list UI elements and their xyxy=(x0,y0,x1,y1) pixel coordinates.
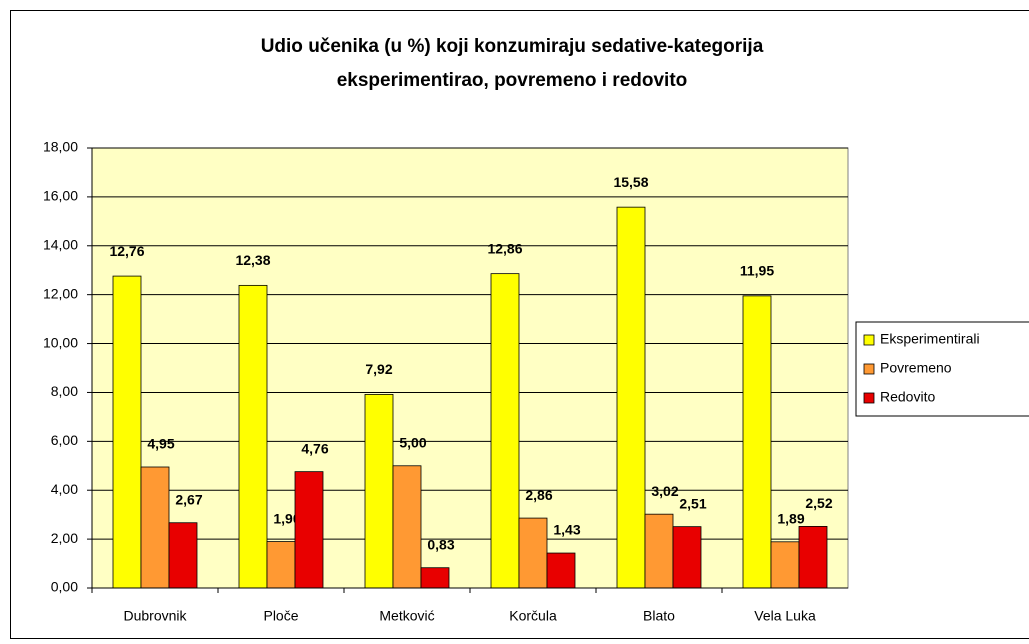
bar xyxy=(770,541,800,589)
bar xyxy=(364,393,394,589)
x-tick-label: Metković xyxy=(379,608,434,624)
bar xyxy=(672,526,702,589)
y-tick-label: 16,00 xyxy=(43,188,78,204)
x-tick-label: Ploče xyxy=(263,608,298,624)
value-label: 12,86 xyxy=(487,240,522,256)
value-label: 5,00 xyxy=(399,434,426,450)
bar xyxy=(518,517,548,589)
legend-label: Eksperimentirali xyxy=(880,331,980,347)
value-label: 2,52 xyxy=(805,495,832,511)
bar xyxy=(798,526,828,589)
bar xyxy=(392,465,422,589)
chart-title: Udio učenika (u %) koji konzumiraju seda… xyxy=(261,36,764,57)
legend-label: Povremeno xyxy=(880,360,952,376)
y-tick-label: 10,00 xyxy=(43,334,78,350)
value-label: 4,95 xyxy=(147,436,174,452)
value-label: 12,38 xyxy=(235,252,270,268)
legend-box xyxy=(855,321,1029,417)
bar xyxy=(420,567,450,589)
value-label: 2,51 xyxy=(679,495,706,511)
x-tick-label: Korčula xyxy=(509,608,557,624)
x-tick-label: Vela Luka xyxy=(754,608,816,624)
plot-area xyxy=(91,147,849,589)
legend-label: Redovito xyxy=(880,389,935,405)
bar xyxy=(168,522,198,589)
bar xyxy=(616,206,646,589)
value-label: 4,76 xyxy=(301,440,328,456)
bar xyxy=(546,552,576,589)
value-label: 0,83 xyxy=(427,536,454,552)
x-tick-label: Blato xyxy=(643,608,675,624)
bar xyxy=(490,273,520,589)
bar xyxy=(140,466,170,589)
y-tick-label: 12,00 xyxy=(43,285,78,301)
value-label: 12,76 xyxy=(109,243,144,259)
x-tick-label: Dubrovnik xyxy=(123,608,187,624)
value-label: 1,89 xyxy=(777,511,804,527)
y-tick-label: 8,00 xyxy=(51,383,78,399)
chart-title: eksperimentirao, povremeno i redovito xyxy=(337,70,688,91)
value-label: 3,02 xyxy=(651,483,678,499)
bar xyxy=(742,295,772,589)
y-tick-label: 4,00 xyxy=(51,481,78,497)
y-tick-label: 18,00 xyxy=(43,139,78,155)
bar xyxy=(266,541,296,589)
value-label: 2,86 xyxy=(525,487,552,503)
y-tick-label: 2,00 xyxy=(51,530,78,546)
bar xyxy=(112,275,142,589)
value-label: 7,92 xyxy=(365,361,392,377)
value-label: 1,43 xyxy=(553,522,580,538)
y-tick-label: 0,00 xyxy=(51,579,78,595)
legend-swatch xyxy=(863,363,875,375)
value-label: 1,90 xyxy=(273,510,300,526)
bar xyxy=(238,284,268,589)
value-label: 2,67 xyxy=(175,491,202,507)
y-tick-label: 6,00 xyxy=(51,432,78,448)
bar xyxy=(644,513,674,589)
legend-swatch xyxy=(863,334,875,346)
y-tick-label: 14,00 xyxy=(43,236,78,252)
legend-swatch xyxy=(863,392,875,404)
bar xyxy=(294,471,324,589)
value-label: 15,58 xyxy=(613,174,648,190)
value-label: 11,95 xyxy=(740,263,774,279)
